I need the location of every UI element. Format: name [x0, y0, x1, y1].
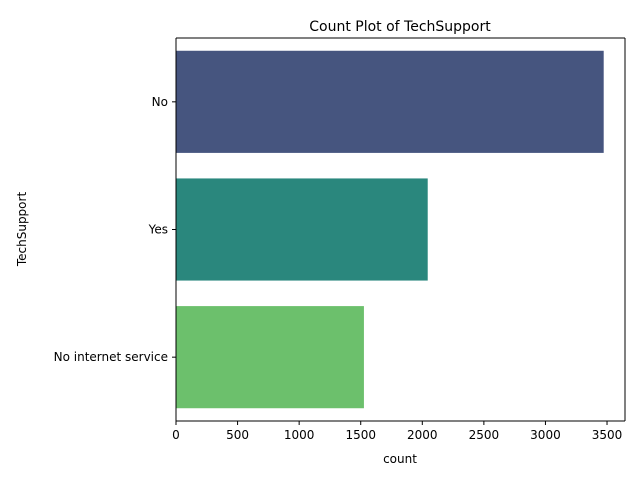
bar-yes	[176, 178, 428, 281]
x-tick-label: 0	[172, 428, 180, 442]
bar-no-internet-service	[176, 306, 364, 409]
y-tick-group: No Yes No internet service	[54, 95, 176, 364]
bar-no	[176, 50, 604, 153]
x-tick-group: 0 500 1000 1500 2000 2500 3000 3500	[172, 421, 622, 442]
y-axis-label: TechSupport	[15, 192, 29, 268]
plot-frame	[175, 37, 626, 422]
x-tick-label: 3500	[592, 428, 623, 442]
x-tick-label: 1000	[284, 428, 315, 442]
x-axis-label: count	[383, 452, 417, 466]
x-tick-label: 1500	[345, 428, 376, 442]
y-tick-label: No internet service	[54, 350, 168, 364]
x-tick-label: 500	[226, 428, 249, 442]
bars-group	[176, 50, 604, 409]
x-tick-label: 2500	[469, 428, 500, 442]
x-tick-label: 2000	[407, 428, 438, 442]
y-tick-label: Yes	[148, 223, 168, 237]
y-tick-label: No	[152, 95, 168, 109]
chart-title: Count Plot of TechSupport	[309, 19, 491, 35]
x-tick-label: 3000	[530, 428, 561, 442]
